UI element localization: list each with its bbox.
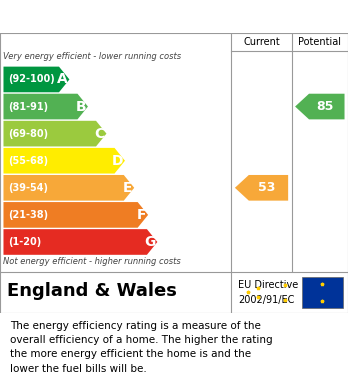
Text: EU Directive: EU Directive	[238, 280, 299, 290]
Text: (81-91): (81-91)	[8, 102, 48, 111]
Polygon shape	[3, 202, 148, 228]
Text: A: A	[57, 72, 68, 86]
Text: (1-20): (1-20)	[8, 237, 41, 247]
Text: G: G	[144, 235, 156, 249]
Text: Current: Current	[243, 37, 280, 47]
Text: Very energy efficient - lower running costs: Very energy efficient - lower running co…	[3, 52, 182, 61]
Text: Potential: Potential	[298, 37, 341, 47]
Text: (21-38): (21-38)	[8, 210, 48, 220]
Text: (92-100): (92-100)	[8, 74, 54, 84]
Text: E: E	[123, 181, 133, 195]
Polygon shape	[235, 175, 288, 201]
Text: 53: 53	[258, 181, 275, 194]
Text: D: D	[112, 154, 124, 168]
Polygon shape	[3, 66, 70, 92]
Text: (39-54): (39-54)	[8, 183, 48, 193]
FancyBboxPatch shape	[302, 277, 343, 308]
Polygon shape	[3, 148, 125, 174]
Text: Energy Efficiency Rating: Energy Efficiency Rating	[10, 9, 220, 24]
Text: The energy efficiency rating is a measure of the
overall efficiency of a home. T: The energy efficiency rating is a measur…	[10, 321, 273, 374]
Text: (55-68): (55-68)	[8, 156, 48, 166]
Text: (69-80): (69-80)	[8, 129, 48, 139]
Polygon shape	[3, 94, 88, 119]
Text: B: B	[76, 100, 86, 113]
Text: 85: 85	[316, 100, 334, 113]
Polygon shape	[3, 121, 106, 147]
Polygon shape	[3, 175, 134, 201]
Polygon shape	[295, 94, 345, 119]
Text: C: C	[95, 127, 105, 141]
Text: Not energy efficient - higher running costs: Not energy efficient - higher running co…	[3, 257, 181, 266]
Text: England & Wales: England & Wales	[7, 282, 177, 300]
Polygon shape	[3, 229, 157, 255]
Text: F: F	[137, 208, 147, 222]
Text: 2002/91/EC: 2002/91/EC	[238, 295, 295, 305]
